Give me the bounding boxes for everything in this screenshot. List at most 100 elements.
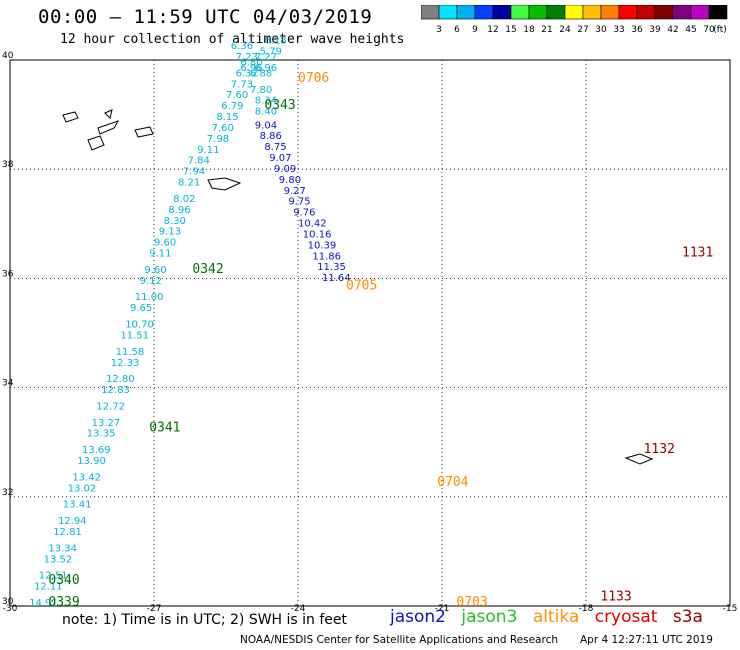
satellite-legend: jason2 jason3 altika cryosat s3a (390, 607, 713, 627)
lat-tick-label: 32 (2, 488, 13, 498)
colorbar-label: 30 (595, 25, 607, 35)
units-note: note: 1) Time is in UTC; 2) SWH is in fe… (62, 612, 348, 628)
lon-tick-label: -15 (723, 604, 738, 614)
swh-value: 6.32 (236, 68, 258, 79)
swh-value: 9.13 (159, 227, 181, 238)
swh-value: 8.30 (164, 216, 186, 227)
swh-value: 11.35 (317, 262, 346, 273)
island-outline (97, 120, 120, 135)
swh-value: 7.73 (231, 79, 253, 90)
pass-time-label: 1131 (682, 246, 713, 261)
swh-value: 8.15 (216, 112, 238, 123)
swh-value: 12.83 (101, 385, 130, 396)
swh-value: 9.27 (284, 186, 306, 197)
lat-tick-label: 40 (2, 51, 14, 61)
pass-time-label: 0705 (346, 278, 377, 293)
swh-value: 13.42 (72, 472, 101, 483)
map-title: 00:00 – 11:59 UTC 04/03/2019 (38, 6, 373, 28)
pass-time-label: 1133 (600, 590, 631, 605)
island-outline (104, 109, 113, 119)
lon-tick-label: -24 (291, 604, 306, 614)
colorbar-swatch (708, 5, 728, 20)
swh-value: 8.86 (260, 131, 282, 142)
island-outline (134, 126, 154, 138)
pass-time-label: 0706 (298, 71, 329, 86)
swh-value: 7.23 (236, 52, 258, 63)
pass-time-label: 0704 (437, 475, 468, 490)
swh-value: 9.60 (154, 238, 176, 249)
legend-altika: altika (532, 607, 580, 627)
swh-value: 9.60 (144, 265, 166, 276)
swh-value: 6.18 (264, 36, 286, 47)
island-outline (624, 453, 654, 465)
lat-tick-label: 36 (2, 269, 14, 279)
swh-value: 9.12 (140, 276, 162, 287)
swh-value: 8.34 (255, 96, 277, 107)
swh-value: 8.02 (173, 194, 195, 205)
swh-value: 11.64 (322, 273, 351, 284)
swh-value: 9.80 (279, 175, 301, 186)
colorbar-label: 36 (631, 25, 643, 35)
swh-value: 10.39 (308, 240, 337, 251)
colorbar-label: 27 (577, 25, 588, 35)
swh-value: 8.40 (255, 107, 277, 118)
colorbar-label: 12 (487, 25, 498, 35)
colorbar-label: 42 (667, 25, 678, 35)
colorbar-label: (ft) (713, 25, 727, 35)
pass-time-label: 0703 (456, 595, 487, 610)
colorbar-label: 45 (685, 25, 696, 35)
swh-value: 10.70 (125, 320, 154, 331)
lat-tick-label: 30 (2, 597, 14, 607)
swh-value: 6.80 (240, 57, 262, 68)
lon-tick-label: -18 (579, 604, 594, 614)
island-outline (207, 177, 242, 191)
pass-time-label: 0343 (264, 98, 295, 113)
swh-value: 10.42 (298, 219, 327, 230)
swh-value: 5.79 (260, 47, 282, 58)
swh-value: 7.98 (207, 134, 229, 145)
swh-value: 12.51 (39, 571, 68, 582)
colorbar-label: 9 (472, 25, 478, 35)
swh-value: 7.94 (183, 167, 205, 178)
swh-value: 7.27 (255, 52, 277, 63)
colorbar: 3 6 9 12 15 18 21 24 27 30 33 36 39 42 45 70(ft) (421, 5, 728, 35)
pass-time-label: 1132 (644, 442, 675, 457)
swh-value: 11.58 (116, 347, 145, 358)
legend-jason3: jason3 (461, 607, 518, 627)
pass-time-label: 0342 (192, 262, 223, 277)
footer-credit: NOAA/NESDIS Center for Satellite Applica… (240, 634, 558, 646)
map-subtitle: 12 hour collection of altimeter wave hei… (60, 32, 405, 47)
lat-tick-label: 34 (2, 379, 14, 389)
lon-tick-label: -30 (3, 604, 18, 614)
swh-value: 11.00 (135, 292, 164, 303)
swh-value: 9.09 (274, 164, 296, 175)
swh-value: 6.96 (255, 63, 277, 74)
swh-value: 12.81 (53, 527, 82, 538)
colorbar-label: 18 (523, 25, 535, 35)
swh-value: 9.04 (255, 120, 277, 131)
swh-value: 8.96 (168, 205, 190, 216)
swh-value: 12.72 (96, 401, 125, 412)
swh-value: 13.41 (63, 500, 92, 511)
swh-value: 9.76 (293, 208, 315, 219)
swh-value: 9.07 (269, 153, 291, 164)
lon-tick-label: -27 (147, 604, 162, 614)
swh-value: 6.88 (250, 68, 272, 79)
island-outline (87, 135, 105, 151)
swh-value: 12.94 (58, 516, 87, 527)
swh-value: 6.79 (221, 101, 243, 112)
swh-value: 9.75 (288, 197, 310, 208)
footer-timestamp: Apr 4 12:27:11 UTC 2019 (580, 634, 713, 646)
legend-jason2: jason2 (390, 607, 446, 627)
swh-value: 13.52 (44, 554, 73, 565)
colorbar-label: 6 (454, 25, 460, 35)
swh-value: 12.33 (111, 358, 140, 369)
pass-time-label: 0340 (48, 573, 79, 588)
swh-value: 9.11 (149, 249, 171, 260)
swh-value: 13.35 (87, 429, 116, 440)
colorbar-label: 21 (541, 25, 552, 35)
swh-value: 7.60 (226, 90, 248, 101)
swh-value: 11.86 (312, 251, 341, 262)
